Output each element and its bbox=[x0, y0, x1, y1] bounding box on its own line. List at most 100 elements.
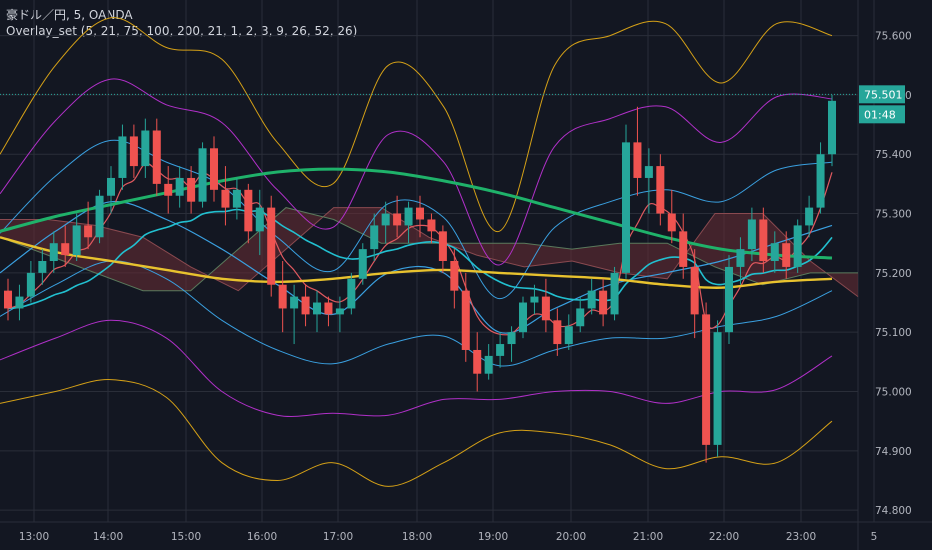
y-tick-label: 75.300 bbox=[875, 209, 912, 221]
candle-body bbox=[335, 308, 344, 315]
candle bbox=[335, 296, 344, 333]
candle-body bbox=[461, 290, 470, 350]
candle-body bbox=[175, 177, 184, 196]
x-tick-label: 15:00 bbox=[171, 531, 201, 543]
candle-body bbox=[244, 189, 253, 232]
y-tick-label: 75.000 bbox=[875, 387, 912, 399]
candle bbox=[702, 302, 711, 463]
candle bbox=[621, 124, 631, 279]
candle bbox=[747, 207, 756, 261]
price-axis: 75.60075.50075.40075.30075.20075.10075.0… bbox=[875, 31, 912, 518]
candle-body bbox=[118, 136, 127, 178]
chart-title-symbol: 豪ドル／円, 5, OANDA bbox=[6, 8, 133, 22]
candle-body bbox=[278, 284, 287, 309]
candle bbox=[805, 195, 814, 238]
candle-body bbox=[347, 278, 356, 309]
candle bbox=[759, 207, 768, 273]
candle bbox=[393, 195, 402, 238]
candle bbox=[324, 296, 333, 327]
candle-body bbox=[724, 266, 734, 333]
candle bbox=[95, 189, 104, 244]
candle bbox=[679, 213, 688, 279]
candle-body bbox=[209, 148, 219, 190]
candle bbox=[175, 166, 184, 208]
candle bbox=[198, 142, 207, 208]
candle bbox=[358, 243, 367, 285]
candle-body bbox=[473, 349, 482, 374]
y-tick-label: 75.200 bbox=[875, 268, 912, 280]
candle bbox=[106, 166, 116, 214]
candle bbox=[587, 278, 596, 315]
candle-body bbox=[736, 249, 745, 267]
candle-body bbox=[255, 207, 264, 232]
candle bbox=[267, 195, 276, 297]
candle bbox=[816, 142, 825, 214]
candle-body bbox=[587, 290, 596, 309]
candle-body bbox=[793, 225, 802, 267]
x-tick-label: 16:00 bbox=[247, 531, 277, 543]
y-tick-label: 74.800 bbox=[875, 505, 912, 517]
candle-body bbox=[358, 249, 367, 279]
candle bbox=[61, 225, 70, 267]
candle-body bbox=[702, 314, 711, 445]
candle bbox=[72, 213, 81, 261]
candle bbox=[644, 148, 653, 214]
candle bbox=[530, 284, 539, 315]
candle bbox=[736, 237, 745, 285]
candle-body bbox=[290, 296, 299, 309]
candle-body bbox=[541, 296, 550, 321]
countdown-badge-value: 01:48 bbox=[864, 108, 896, 121]
candle bbox=[713, 320, 722, 457]
candle-body bbox=[404, 207, 413, 226]
candle bbox=[667, 189, 676, 244]
candle-body bbox=[49, 243, 58, 261]
candle-body bbox=[644, 166, 653, 178]
candle-body bbox=[3, 290, 13, 309]
y-tick-label: 75.600 bbox=[875, 31, 912, 43]
candle-body bbox=[198, 148, 207, 202]
candle-body bbox=[221, 189, 230, 208]
candle bbox=[507, 326, 516, 362]
candle bbox=[656, 154, 665, 226]
candle-body bbox=[496, 344, 505, 356]
candle-body bbox=[141, 130, 150, 167]
candle bbox=[633, 106, 642, 196]
bb-2sigma-upper bbox=[0, 78, 833, 266]
candle-body bbox=[621, 142, 631, 273]
candle-body bbox=[26, 272, 35, 297]
candle-body bbox=[324, 302, 333, 315]
x-tick-label: 19:00 bbox=[478, 531, 508, 543]
candle bbox=[141, 118, 150, 178]
candle bbox=[232, 177, 241, 220]
candle bbox=[347, 272, 356, 315]
kumo-span-b bbox=[0, 207, 858, 292]
candle bbox=[290, 284, 299, 345]
candle-body bbox=[232, 189, 241, 208]
candle bbox=[427, 213, 436, 244]
y-tick-label: 74.900 bbox=[875, 446, 912, 458]
kumo-area bbox=[0, 207, 858, 297]
price-badge-bg bbox=[859, 85, 905, 104]
bb-3sigma-lower bbox=[0, 379, 833, 487]
candle bbox=[793, 219, 802, 273]
candle bbox=[3, 278, 13, 321]
candle bbox=[599, 278, 608, 327]
candle-body bbox=[782, 243, 791, 267]
candle-body bbox=[507, 332, 516, 345]
candle-body bbox=[713, 332, 722, 445]
countdown-badge-bg bbox=[859, 105, 905, 124]
candle-body bbox=[599, 290, 608, 315]
candle bbox=[690, 249, 699, 339]
candle-body bbox=[667, 213, 676, 232]
x-tick-label: 5 bbox=[871, 531, 878, 543]
candle bbox=[15, 284, 24, 321]
candle bbox=[484, 344, 493, 380]
candle-body bbox=[61, 243, 70, 256]
candle-body bbox=[38, 261, 47, 273]
candle bbox=[564, 314, 573, 350]
candle bbox=[576, 296, 585, 333]
candle-body bbox=[827, 100, 837, 155]
bb-1sigma-upper bbox=[0, 139, 833, 300]
candle bbox=[26, 261, 35, 303]
